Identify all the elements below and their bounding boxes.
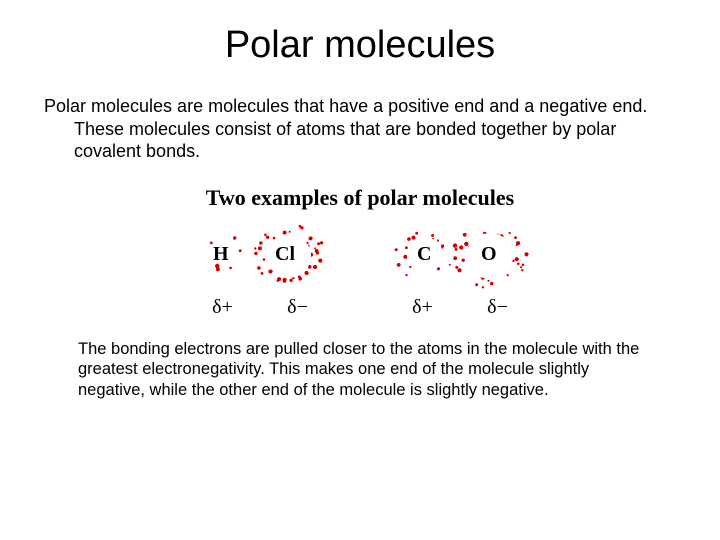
molecules-row: H Cl δ+ δ− C O δ+ δ− — [170, 219, 550, 319]
delta-minus-co: δ− — [460, 296, 535, 319]
atom-label-c: C — [417, 243, 431, 266]
molecule-hcl: H Cl δ+ δ− — [185, 219, 335, 319]
atom-label-cl: Cl — [275, 243, 295, 266]
delta-plus-co: δ+ — [385, 296, 460, 319]
delta-row-co: δ+ δ− — [385, 296, 535, 319]
atom-label-h: H — [213, 243, 229, 266]
intro-paragraph: Polar molecules are molecules that have … — [30, 95, 720, 163]
electron-cloud-hcl — [185, 219, 335, 299]
atom-label-o: O — [481, 243, 497, 266]
molecule-co: C O δ+ δ− — [385, 219, 535, 319]
delta-minus-hcl: δ− — [260, 296, 335, 319]
page-title: Polar molecules — [0, 0, 720, 95]
delta-plus-hcl: δ+ — [185, 296, 260, 319]
diagram-container: Two examples of polar molecules H Cl δ+ … — [0, 185, 720, 319]
delta-row-hcl: δ+ δ− — [185, 296, 335, 319]
footer-paragraph: The bonding electrons are pulled closer … — [0, 339, 720, 401]
diagram-title: Two examples of polar molecules — [170, 185, 550, 211]
